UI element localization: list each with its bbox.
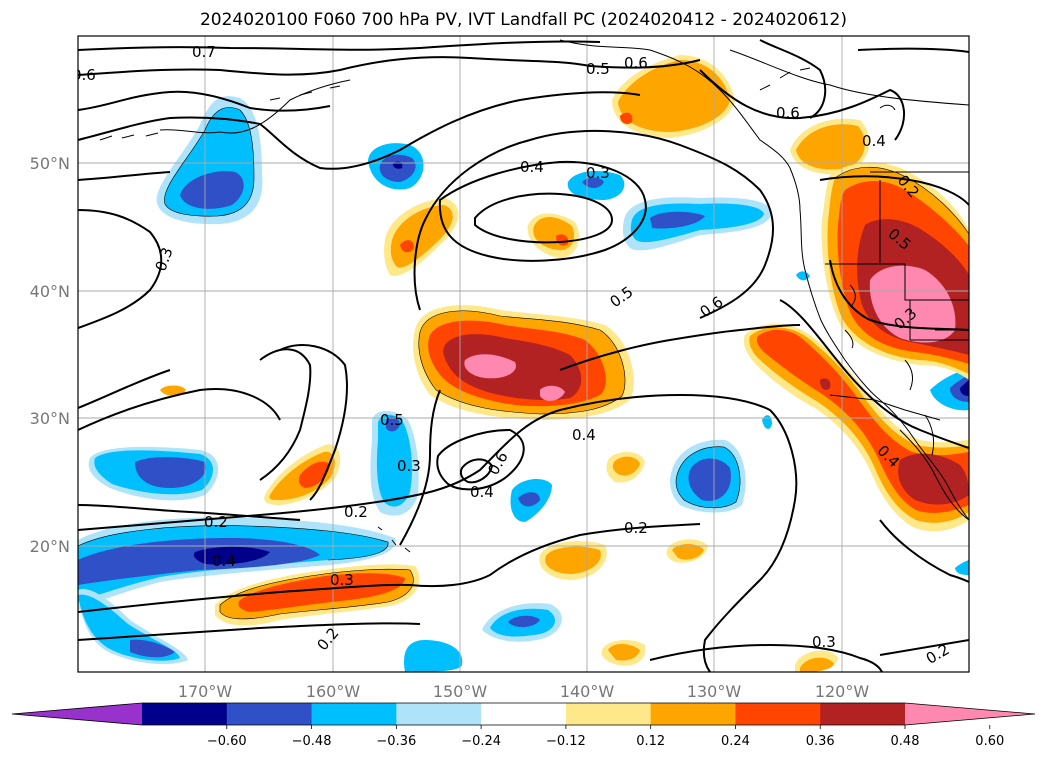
contour-label: 0.5 bbox=[380, 411, 404, 429]
colorbar-swatch bbox=[396, 703, 482, 725]
contour-label: 0.2 bbox=[624, 519, 648, 537]
pv-contours bbox=[78, 39, 969, 672]
colorbar-swatch bbox=[311, 703, 397, 725]
colorbar-extend-low bbox=[12, 703, 142, 725]
colorbar-tick-label: 0.48 bbox=[891, 734, 920, 749]
positive-anomaly-shading bbox=[160, 55, 969, 672]
lat-label: 50°N bbox=[30, 154, 70, 173]
colorbar-swatch bbox=[650, 703, 736, 725]
colorbar-outline bbox=[11, 702, 1036, 726]
colorbar-tick-label: −0.36 bbox=[376, 734, 416, 749]
lon-label: 160°W bbox=[306, 682, 361, 701]
colorbar-tick-label: 0.12 bbox=[636, 734, 665, 749]
contour-label: 0.3 bbox=[586, 164, 610, 182]
colorbar-tick-label: −0.12 bbox=[546, 734, 586, 749]
colorbar-swatch bbox=[226, 703, 313, 725]
latitude-labels: 50°N 40°N 30°N 20°N bbox=[30, 154, 70, 556]
shading-outlines bbox=[78, 107, 969, 620]
contour-label: 0.6 bbox=[624, 54, 648, 72]
contour-label: 0.7 bbox=[192, 43, 216, 61]
lon-label: 130°W bbox=[687, 682, 742, 701]
contour-label: 0.6 bbox=[776, 104, 800, 122]
graticule bbox=[78, 36, 969, 672]
lat-label: 30°N bbox=[30, 409, 70, 428]
colorbar-swatch bbox=[820, 703, 906, 725]
lon-label: 150°W bbox=[433, 682, 488, 701]
negative-anomaly-shading bbox=[78, 96, 969, 672]
colorbar-tick-label: 0.24 bbox=[721, 734, 750, 749]
contour-label: 0.4 bbox=[470, 483, 494, 501]
contour-label: 0.2 bbox=[204, 513, 228, 531]
lon-label: 120°W bbox=[815, 682, 870, 701]
colorbar-tick-label: −0.24 bbox=[461, 734, 501, 749]
contour-label: 0.4 bbox=[572, 426, 596, 444]
contour-label: 0.3 bbox=[397, 457, 421, 475]
contour-label: 0.5 bbox=[586, 60, 610, 78]
contour-label: 0.4 bbox=[212, 552, 236, 570]
contour-label: 0.4 bbox=[520, 158, 544, 176]
lat-label: 40°N bbox=[30, 282, 70, 301]
contour-label: 0.3 bbox=[812, 633, 836, 651]
colorbar-tick-label: 0.36 bbox=[806, 734, 835, 749]
colorbar-extend-high bbox=[905, 703, 1035, 725]
lon-label: 170°W bbox=[178, 682, 233, 701]
coastlines bbox=[99, 39, 969, 553]
map-area: 0.7 0.6 0.5 0.6 0.4 0.3 0.4 0.3 0.5 0.6 … bbox=[72, 36, 969, 672]
contour-label: 0.3 bbox=[330, 571, 354, 589]
colorbar-swatch bbox=[565, 703, 652, 725]
colorbar-swatch bbox=[735, 703, 821, 725]
colorbar-swatch bbox=[481, 703, 567, 725]
map-title: 2024020100 F060 700 hPa PV, IVT Landfall… bbox=[199, 10, 847, 30]
map-frame bbox=[77, 35, 970, 673]
lon-label: 140°W bbox=[560, 682, 615, 701]
longitude-labels: 170°W 160°W 150°W 140°W 130°W 120°W bbox=[178, 682, 870, 701]
contour-label: 0.4 bbox=[862, 132, 886, 150]
lat-label: 20°N bbox=[30, 537, 70, 556]
colorbar-tick-label: 0.60 bbox=[975, 734, 1004, 749]
colorbar-swatch bbox=[142, 703, 228, 725]
colorbar-tick-label: −0.48 bbox=[292, 734, 332, 749]
contour-label: 0.2 bbox=[344, 503, 368, 521]
colorbar: −0.60 −0.48 −0.36 −0.24 −0.12 0.12 0.24 0.36 0.4… bbox=[11, 702, 1036, 749]
colorbar-tick-label: −0.60 bbox=[207, 734, 247, 749]
contour-label: 0.6 bbox=[72, 66, 96, 84]
